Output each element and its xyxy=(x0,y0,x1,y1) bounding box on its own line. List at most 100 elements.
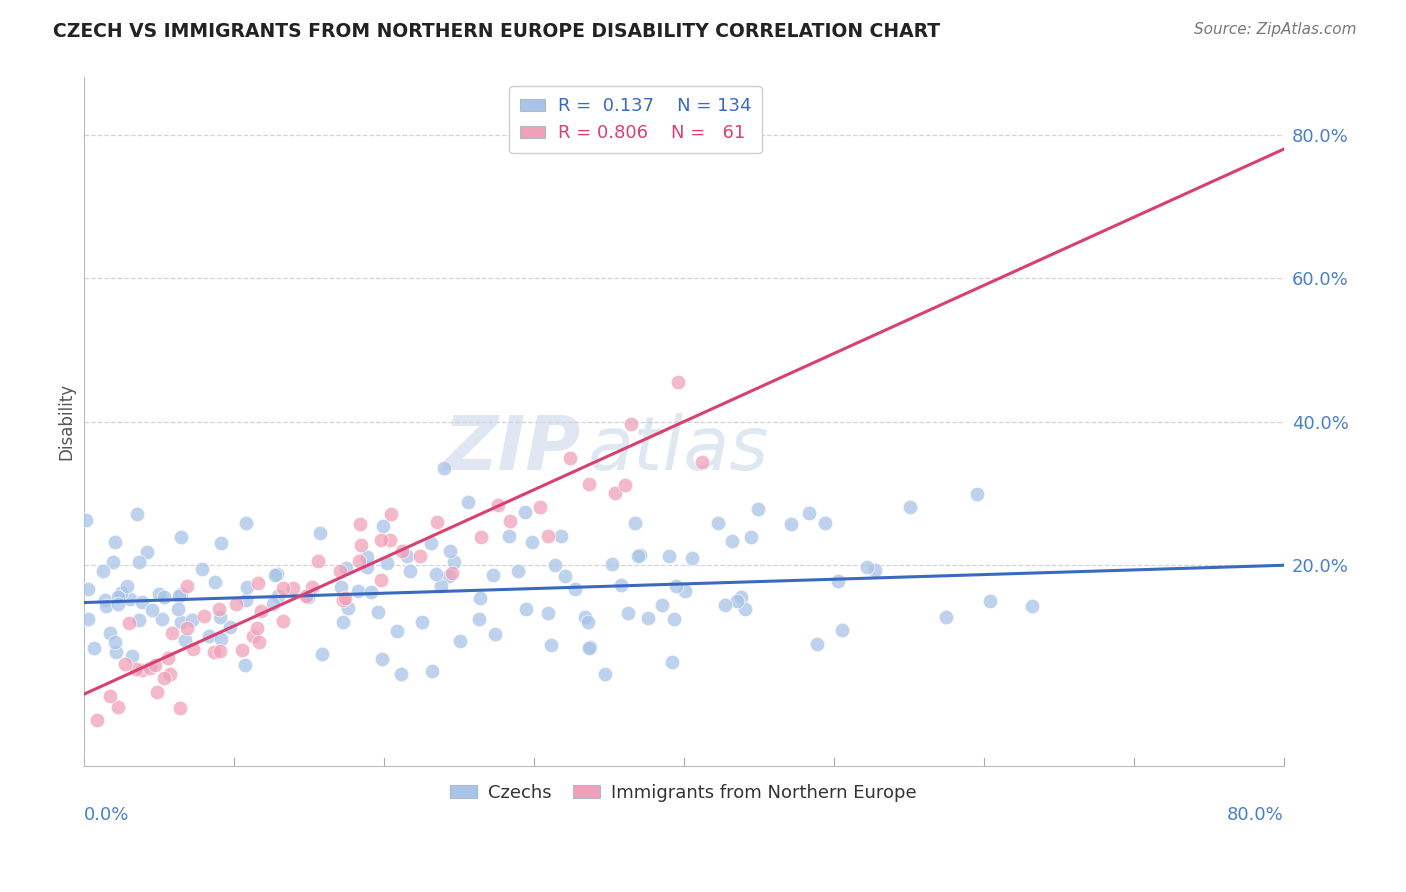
Point xyxy=(966,486,988,500)
Point xyxy=(162,625,184,640)
Point xyxy=(470,591,492,605)
Point xyxy=(233,658,256,673)
Point xyxy=(247,635,270,649)
Point xyxy=(174,632,197,647)
Point xyxy=(666,375,689,389)
Point xyxy=(747,502,769,516)
Point xyxy=(98,626,121,640)
Point xyxy=(170,587,193,601)
Point xyxy=(242,629,264,643)
Point xyxy=(249,604,271,618)
Point xyxy=(107,591,129,605)
Point xyxy=(333,591,356,606)
Point xyxy=(360,584,382,599)
Point xyxy=(578,640,600,655)
Point xyxy=(576,615,599,629)
Point xyxy=(814,516,837,530)
Point xyxy=(437,569,460,583)
Point xyxy=(409,549,432,563)
Point xyxy=(627,549,650,563)
Point xyxy=(148,587,170,601)
Point xyxy=(429,579,451,593)
Point xyxy=(152,671,174,685)
Point xyxy=(554,569,576,583)
Point xyxy=(104,534,127,549)
Point xyxy=(579,640,602,654)
Point xyxy=(544,558,567,572)
Point xyxy=(370,573,392,587)
Point xyxy=(620,417,643,431)
Point xyxy=(118,591,141,606)
Text: 0.0%: 0.0% xyxy=(83,805,129,823)
Point xyxy=(356,560,378,574)
Point xyxy=(159,667,181,681)
Point xyxy=(347,584,370,599)
Point xyxy=(367,605,389,619)
Point xyxy=(378,533,401,547)
Point xyxy=(734,601,756,615)
Point xyxy=(311,647,333,661)
Point xyxy=(247,575,270,590)
Point xyxy=(329,565,352,579)
Point xyxy=(301,580,323,594)
Point xyxy=(262,597,284,611)
Point xyxy=(281,581,304,595)
Point xyxy=(385,624,408,639)
Point xyxy=(176,621,198,635)
Point xyxy=(855,560,877,574)
Point xyxy=(481,567,503,582)
Point xyxy=(125,662,148,676)
Point xyxy=(98,689,121,703)
Point xyxy=(486,498,509,512)
Point xyxy=(628,549,651,563)
Point xyxy=(118,616,141,631)
Point xyxy=(377,556,399,570)
Point xyxy=(681,551,703,566)
Point xyxy=(91,564,114,578)
Point xyxy=(665,579,688,593)
Point xyxy=(236,580,259,594)
Point xyxy=(1021,599,1043,614)
Point xyxy=(231,643,253,657)
Point xyxy=(246,621,269,635)
Point xyxy=(294,589,316,603)
Point xyxy=(167,589,190,603)
Point xyxy=(513,505,536,519)
Point xyxy=(370,652,392,666)
Point xyxy=(529,500,551,515)
Point xyxy=(706,516,728,530)
Text: Source: ZipAtlas.com: Source: ZipAtlas.com xyxy=(1194,22,1357,37)
Point xyxy=(574,610,596,624)
Point xyxy=(457,495,479,509)
Point xyxy=(190,562,212,576)
Point xyxy=(609,578,631,592)
Point xyxy=(181,641,204,656)
Point xyxy=(740,530,762,544)
Text: 80.0%: 80.0% xyxy=(1227,805,1284,823)
Point xyxy=(307,554,329,568)
Point xyxy=(979,594,1001,608)
Point xyxy=(110,585,132,599)
Point xyxy=(101,555,124,569)
Text: CZECH VS IMMIGRANTS FROM NORTHERN EUROPE DISABILITY CORRELATION CHART: CZECH VS IMMIGRANTS FROM NORTHERN EUROPE… xyxy=(53,22,941,41)
Point xyxy=(439,544,461,558)
Point xyxy=(271,581,294,595)
Point xyxy=(128,555,150,569)
Point xyxy=(617,606,640,620)
Point xyxy=(77,582,100,596)
Point xyxy=(86,713,108,727)
Point xyxy=(520,535,543,549)
Point xyxy=(139,661,162,675)
Point xyxy=(94,599,117,613)
Point xyxy=(721,534,744,549)
Point xyxy=(225,597,247,611)
Point xyxy=(411,615,433,629)
Point xyxy=(898,500,921,514)
Point xyxy=(690,455,713,469)
Point xyxy=(624,516,647,531)
Point xyxy=(143,657,166,672)
Point xyxy=(426,515,449,529)
Point xyxy=(730,590,752,604)
Point xyxy=(935,609,957,624)
Point xyxy=(806,637,828,651)
